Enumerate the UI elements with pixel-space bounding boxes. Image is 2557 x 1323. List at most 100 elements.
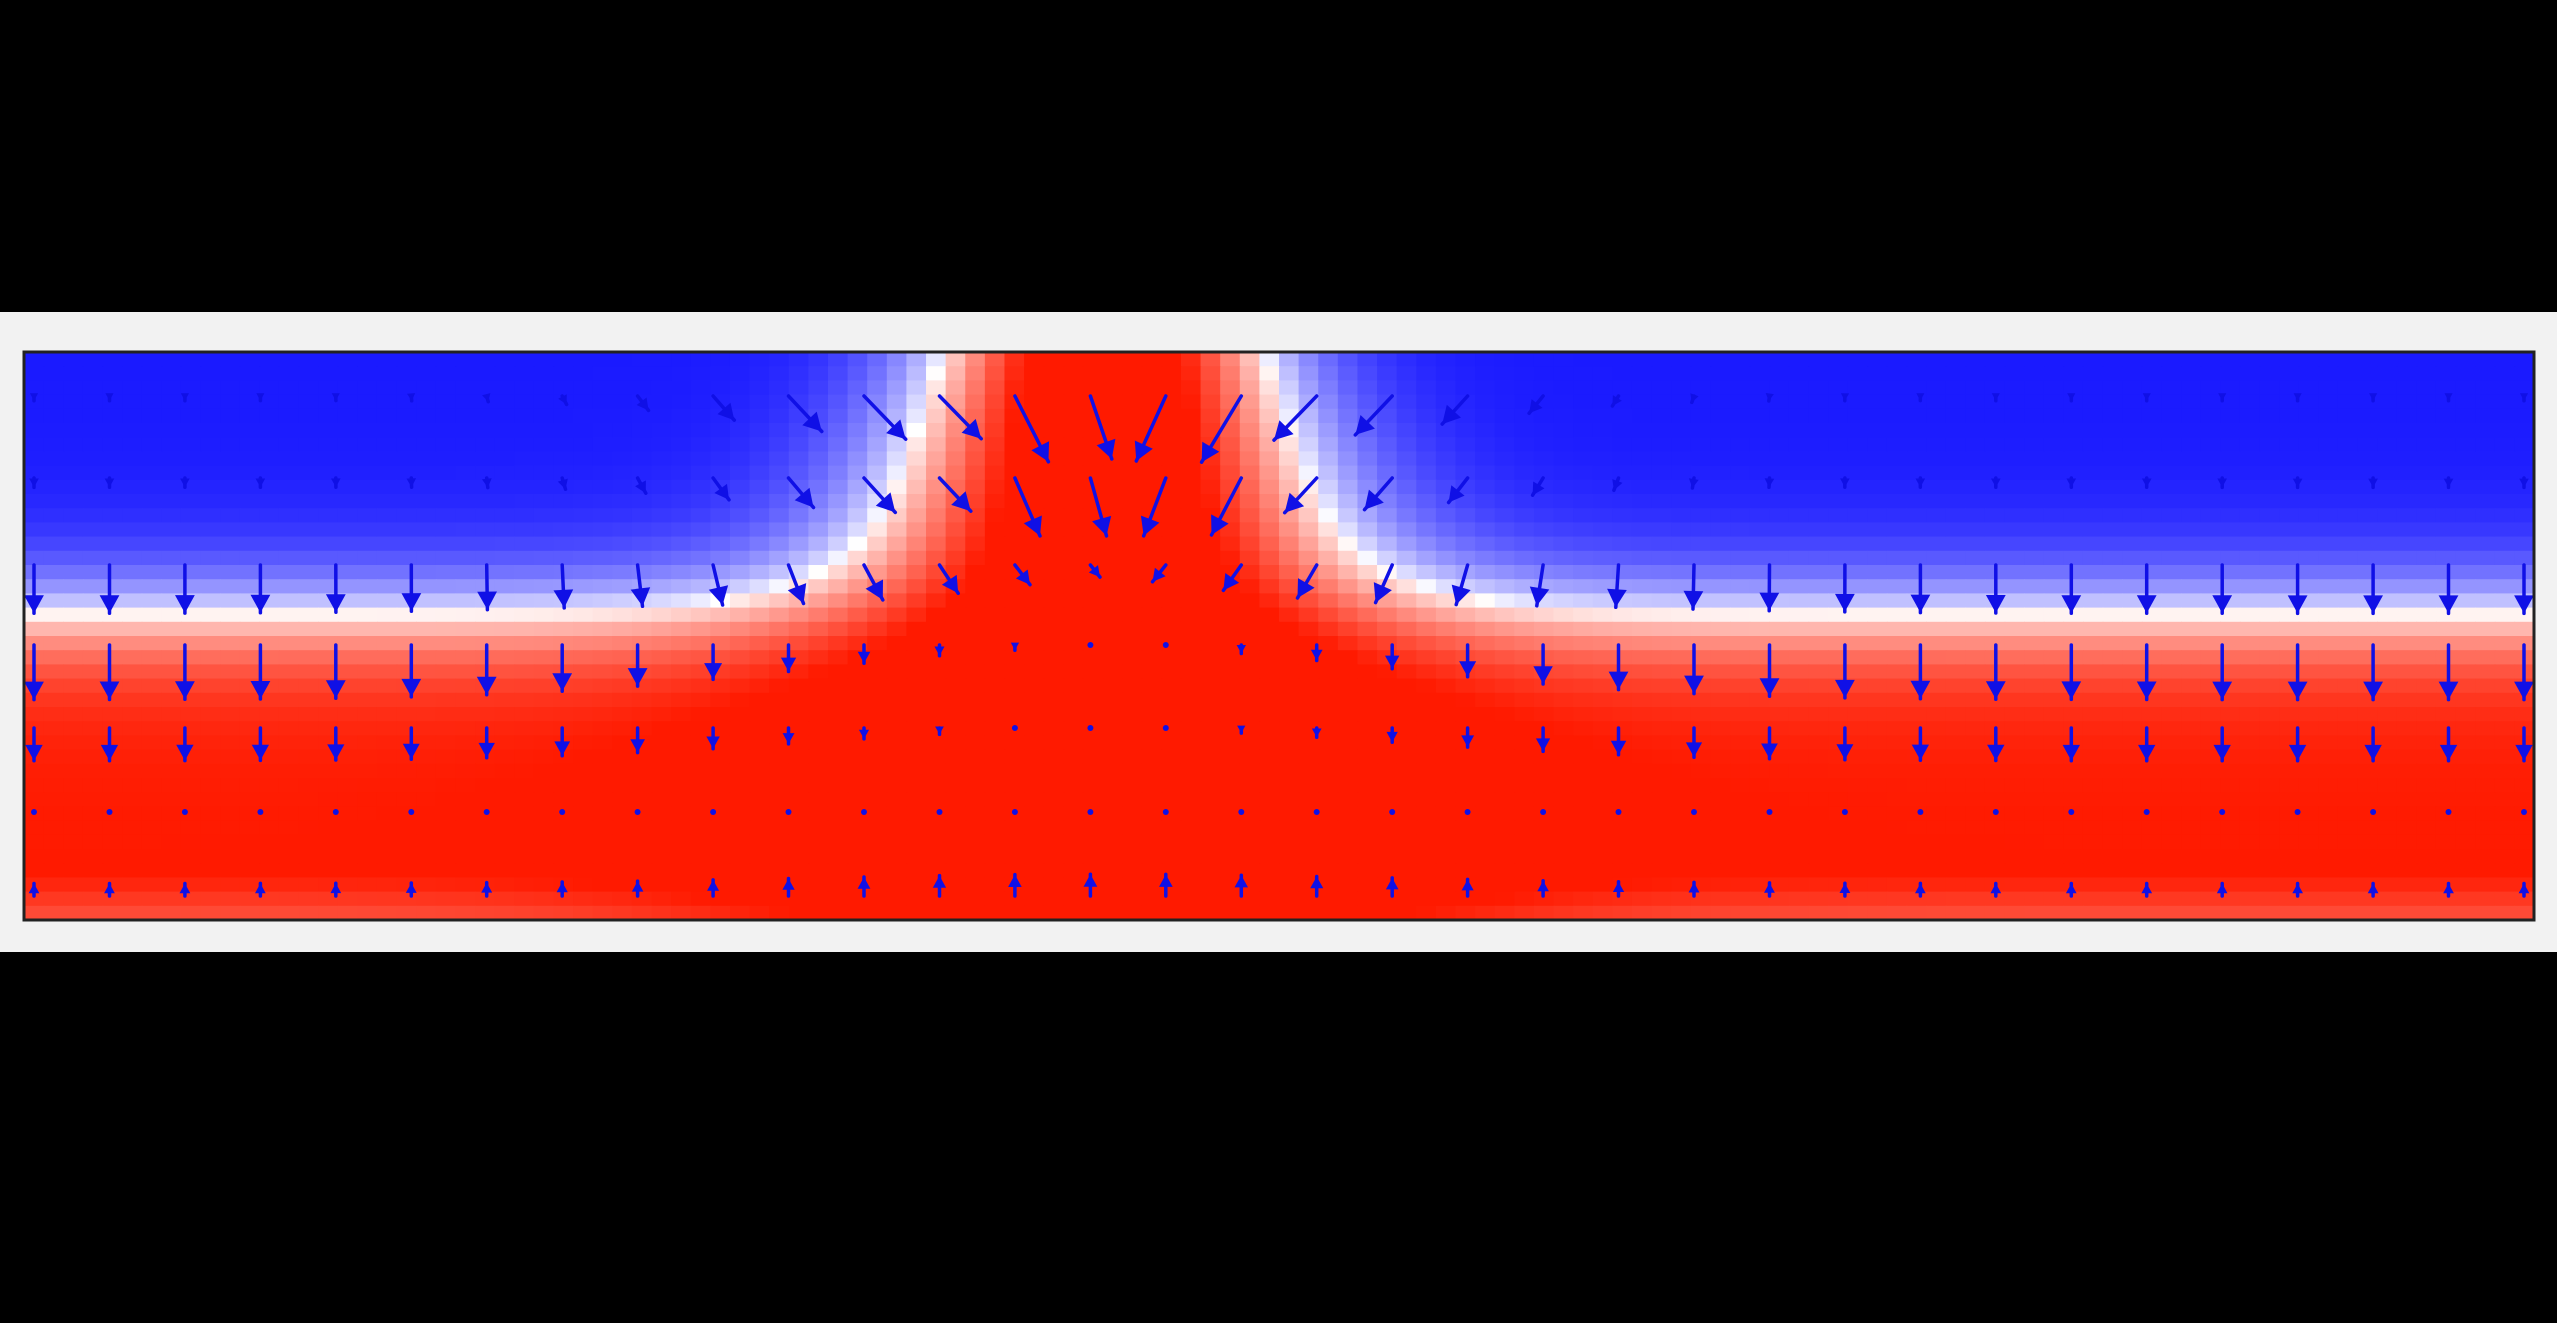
heat-cell: [2396, 479, 2418, 495]
heat-cell: [318, 579, 339, 595]
heat-cell: [710, 650, 731, 666]
heat-cell: [1122, 834, 1143, 850]
heat-cell: [2102, 877, 2123, 893]
heat-cell: [2004, 465, 2025, 481]
heat-cell: [2181, 891, 2202, 907]
heat-cell: [1730, 494, 1751, 509]
heat-cell: [867, 849, 888, 864]
heat-cell: [1847, 863, 1869, 879]
heat-cell: [1867, 366, 1888, 382]
heat-cell: [690, 522, 712, 538]
heat-cell: [220, 451, 241, 467]
heat-cell: [259, 550, 280, 566]
heat-cell: [2298, 749, 2320, 765]
heat-cell: [278, 423, 300, 438]
heat-cell: [2122, 664, 2143, 680]
heat-cell: [1416, 579, 1437, 595]
heat-cell: [2377, 451, 2398, 467]
heat-cell: [631, 721, 653, 737]
heat-cell: [2082, 352, 2104, 367]
heat-cell: [2063, 820, 2084, 836]
heat-cell: [220, 863, 241, 879]
heat-cell: [220, 650, 241, 666]
heat-cell: [573, 664, 594, 680]
heat-cell: [984, 820, 1006, 836]
heat-cell: [886, 352, 908, 367]
heat-cell: [2181, 408, 2202, 424]
heat-cell: [63, 820, 84, 836]
heat-cell: [2514, 536, 2534, 552]
heat-cell: [1749, 834, 1771, 850]
heat-cell: [43, 820, 65, 836]
heat-cell: [1592, 778, 1614, 793]
heat-cell: [161, 352, 182, 367]
heat-cell: [769, 508, 790, 524]
heat-cell: [2396, 423, 2418, 438]
heat-cell: [612, 621, 633, 637]
heat-cell: [847, 778, 868, 793]
heat-cell: [2475, 763, 2496, 779]
heat-cell: [1671, 437, 1692, 453]
heat-cell: [1514, 820, 1535, 836]
heat-cell: [2279, 664, 2300, 680]
heat-cell: [1867, 621, 1888, 637]
heat-cell: [318, 636, 339, 651]
heat-cell: [1122, 863, 1143, 879]
heat-cell: [1239, 678, 1261, 694]
heat-cell: [1298, 678, 1320, 694]
heat-cell: [2435, 408, 2457, 424]
heat-cell: [2259, 621, 2280, 637]
heat-cell: [1514, 749, 1535, 765]
heat-cell: [1926, 735, 1947, 751]
heat-cell: [1671, 451, 1692, 467]
heat-cell: [847, 565, 868, 580]
heat-cell: [1808, 550, 1829, 566]
heat-cell: [1533, 380, 1555, 396]
heat-cell: [1494, 494, 1516, 509]
heat-cell: [612, 380, 633, 396]
heat-cell: [2357, 579, 2378, 595]
heat-cell: [2141, 650, 2163, 666]
heat-cell: [906, 749, 927, 765]
heat-cell: [2043, 522, 2065, 538]
heat-cell: [2102, 891, 2123, 907]
heat-cell: [1435, 863, 1457, 879]
heat-cell: [494, 678, 516, 694]
heat-cell: [965, 735, 986, 751]
heat-cell: [1082, 465, 1104, 481]
heat-cell: [1377, 636, 1398, 651]
heat-cell: [161, 834, 182, 850]
heat-cell: [1004, 621, 1025, 637]
heat-cell: [2043, 607, 2065, 623]
heat-cell: [1475, 834, 1496, 850]
heat-cell: [651, 692, 672, 708]
heat-cell: [1239, 863, 1261, 879]
heat-cell: [1788, 778, 1810, 793]
heat-cell: [1631, 494, 1653, 509]
heat-cell: [2435, 707, 2457, 722]
heat-cell: [926, 408, 947, 424]
heat-cell: [2004, 792, 2025, 808]
heat-cell: [984, 579, 1006, 595]
heat-cell: [1945, 792, 1967, 808]
heat-cell: [1298, 607, 1320, 623]
heat-cell: [180, 550, 202, 566]
heat-cell: [2043, 536, 2065, 552]
heat-cell: [1337, 650, 1359, 666]
heat-cell: [337, 550, 359, 566]
heat-cell: [1514, 479, 1535, 495]
heat-cell: [533, 749, 555, 765]
heat-cell: [1435, 636, 1457, 651]
heat-cell: [2043, 792, 2065, 808]
heat-cell: [1494, 749, 1516, 765]
heat-cell: [1475, 437, 1496, 453]
heat-cell: [984, 607, 1006, 623]
heat-cell: [671, 834, 692, 850]
heat-cell: [1926, 749, 1947, 765]
heat-cell: [2475, 550, 2496, 566]
heat-cell: [1004, 451, 1025, 467]
heat-cell: [1279, 707, 1300, 722]
heat-cell: [357, 536, 378, 552]
heat-cell: [1553, 763, 1574, 779]
heat-cell: [2396, 451, 2418, 467]
